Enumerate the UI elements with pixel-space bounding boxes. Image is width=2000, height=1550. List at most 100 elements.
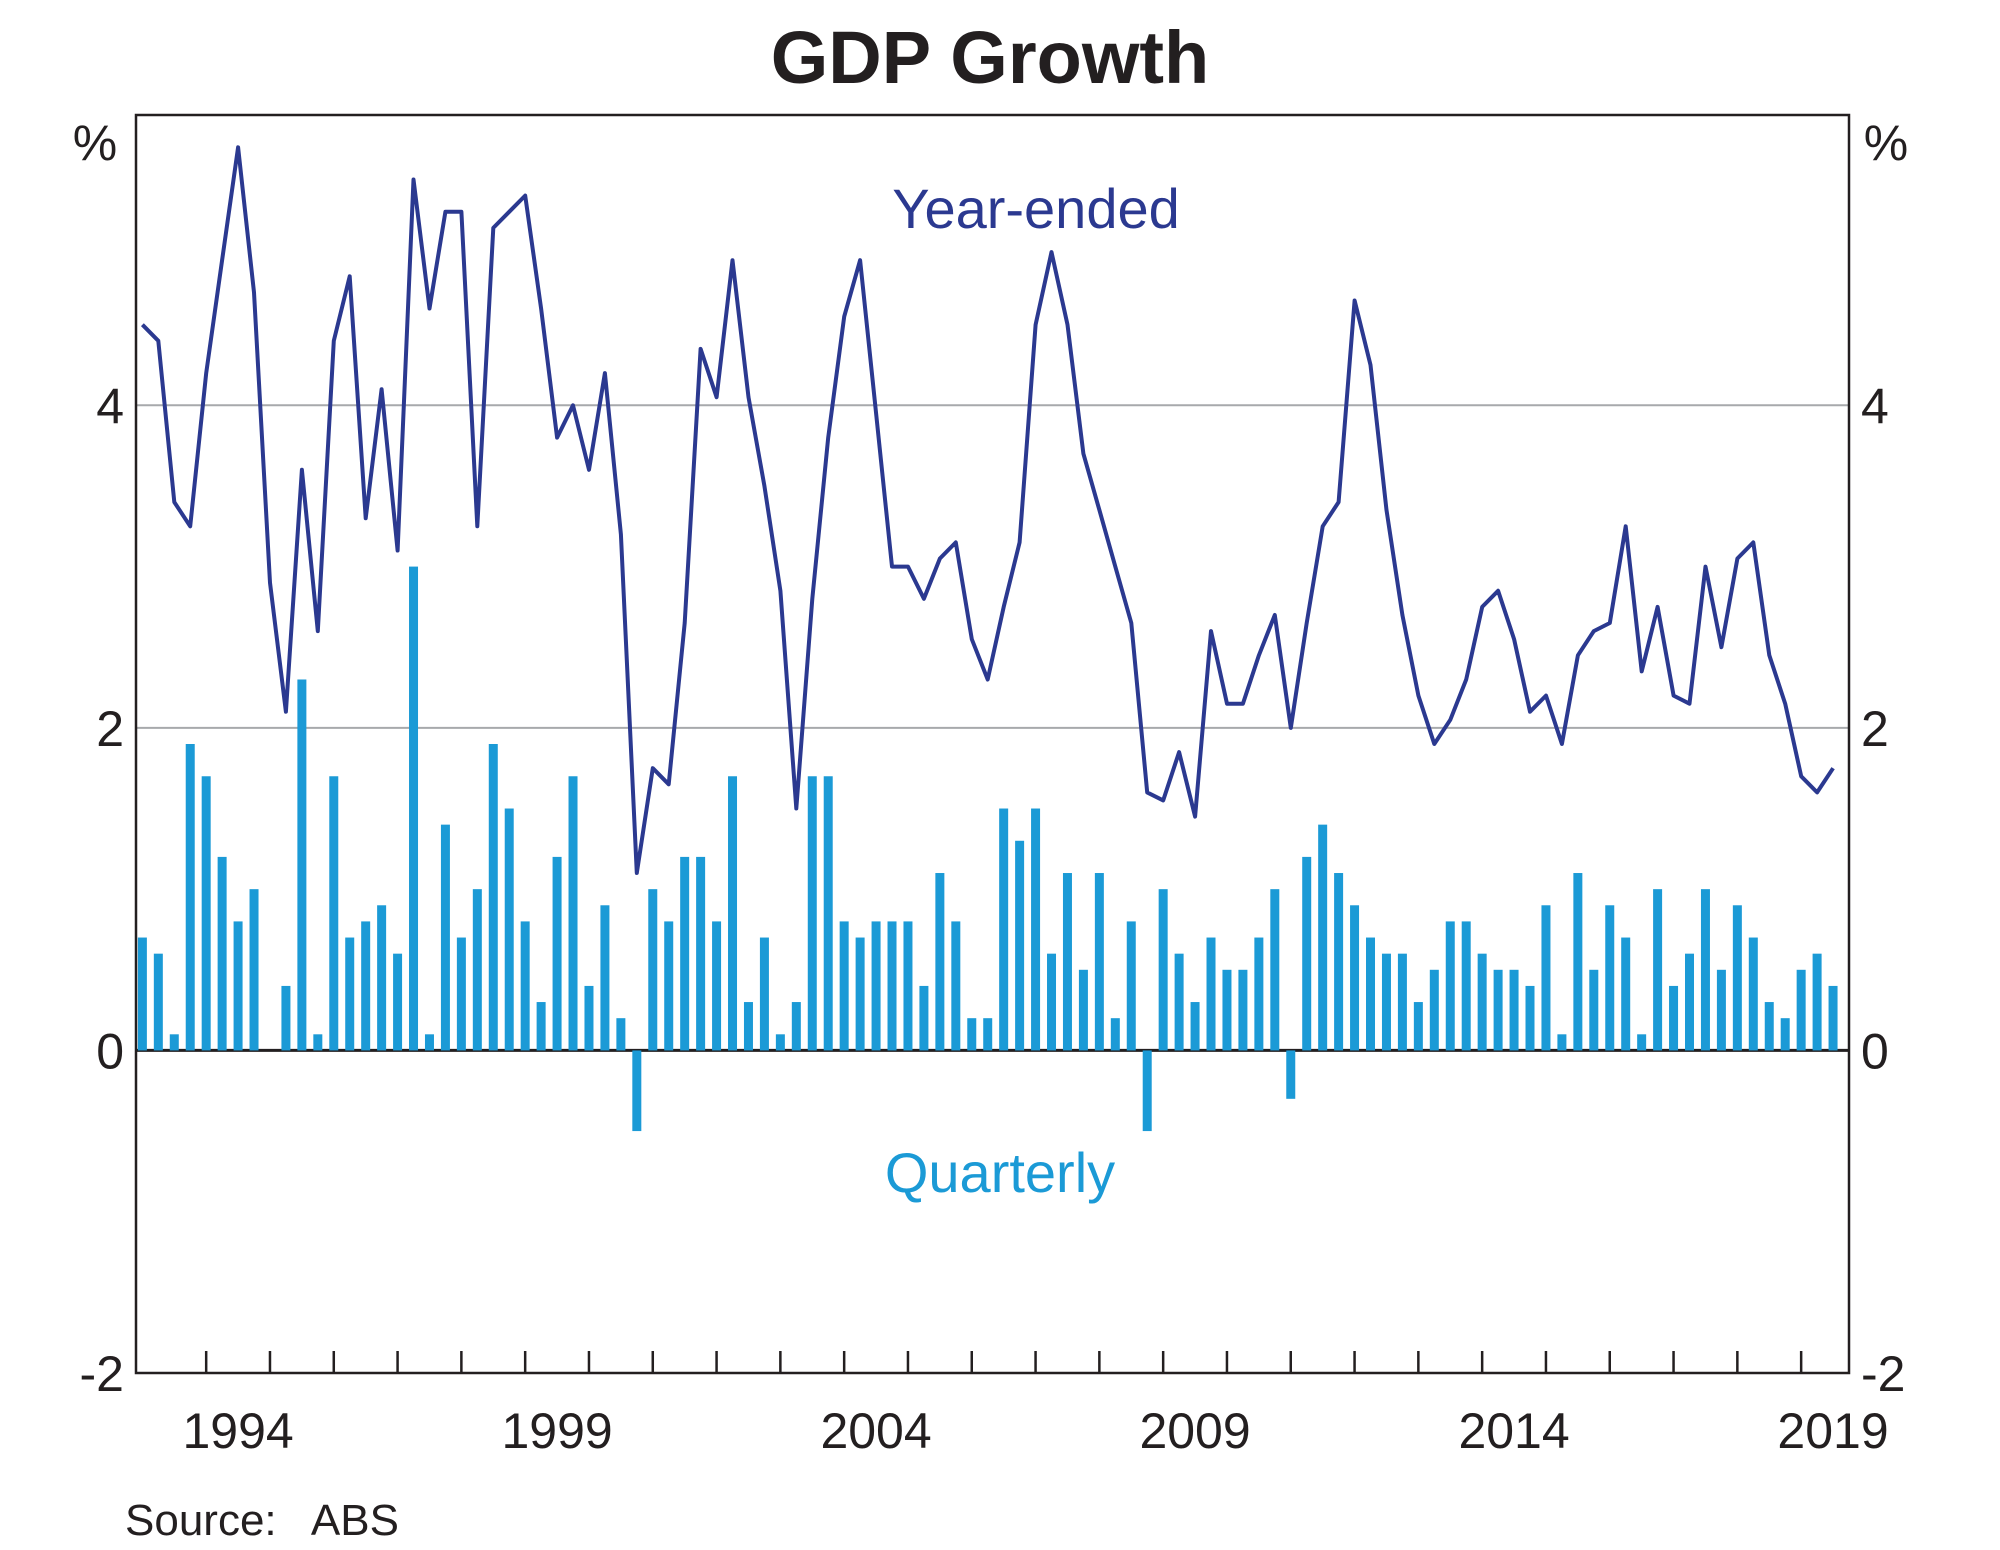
quarterly-bar [584, 985, 594, 1051]
y-tick-label-right: 0 [1861, 1023, 1889, 1079]
quarterly-bar [887, 921, 897, 1051]
x-tick-label: 1994 [182, 1403, 293, 1459]
quarterly-bar [632, 1050, 642, 1132]
quarterly-bar [1334, 873, 1344, 1051]
quarterly-bar [1047, 953, 1057, 1051]
quarterly-bar [935, 873, 945, 1051]
quarterly-bar [1126, 921, 1136, 1051]
left-unit-label: % [73, 115, 117, 171]
plot-frame [134, 113, 1851, 1375]
quarterly-bar [616, 1018, 626, 1051]
x-tick-label: 2009 [1139, 1403, 1250, 1459]
quarterly-bar [313, 1034, 323, 1051]
quarterly-bar [1748, 937, 1758, 1051]
quarterly-bar [1637, 1034, 1647, 1051]
quarterly-bar [1302, 856, 1312, 1051]
quarterly-bar [409, 566, 419, 1051]
quarterly-bar [712, 921, 722, 1051]
quarterly-bar [648, 889, 658, 1051]
quarterly-bar [1094, 873, 1104, 1051]
quarterly-bar [696, 856, 706, 1051]
y-tick-label-left: 0 [96, 1023, 124, 1079]
quarterly-bar [217, 856, 227, 1051]
quarterly-bar [1828, 985, 1838, 1051]
quarterly-bar [1700, 889, 1710, 1051]
x-tick-label: 2014 [1458, 1403, 1569, 1459]
chart-title: GDP Growth [771, 16, 1210, 99]
x-tick-label: 1999 [501, 1403, 612, 1459]
quarterly-bar [951, 921, 961, 1051]
quarterly-bar [424, 1034, 434, 1051]
quarterly-bar [393, 953, 403, 1051]
quarterly-bar [1110, 1018, 1120, 1051]
quarterly-bar [1062, 873, 1072, 1051]
y-tick-label-left: -2 [80, 1346, 124, 1402]
quarterly-bar [855, 937, 865, 1051]
quarterly-bar [967, 1018, 977, 1051]
y-tick-label-right: 4 [1861, 378, 1889, 434]
quarterly-bar [1206, 937, 1216, 1051]
quarterly-bar [233, 921, 243, 1051]
quarterly-bar [361, 921, 371, 1051]
quarterly-bar [345, 937, 355, 1051]
quarterly-bar [1780, 1018, 1790, 1051]
quarterly-bar [823, 776, 833, 1051]
quarterly-bar [504, 808, 514, 1051]
quarterly-bar [1158, 889, 1168, 1051]
quarterly-bar [1238, 969, 1248, 1051]
y-tick-label-right: -2 [1861, 1346, 1905, 1402]
y-tick-label-left: 4 [96, 378, 124, 434]
quarterly-bar [520, 921, 530, 1051]
quarterly-bar [839, 921, 849, 1051]
quarterly-bar [791, 1002, 801, 1051]
y-tick-label-right: 2 [1861, 701, 1889, 757]
quarterly-bar [983, 1018, 993, 1051]
quarterly-bar [1525, 985, 1535, 1051]
quarterly-bar [1557, 1034, 1567, 1051]
quarterly-bar [1190, 1002, 1200, 1051]
quarterly-bar [1429, 969, 1439, 1051]
quarterly-bar [1541, 905, 1551, 1051]
quarterly-bar [185, 744, 195, 1051]
quarterly-bar [568, 776, 578, 1051]
quarterly-bar [1366, 937, 1376, 1051]
quarterly-bar [1796, 969, 1806, 1051]
quarterly-bar [153, 953, 163, 1051]
quarterly-bar [600, 905, 610, 1051]
axes: -2 -2 0 0 2 2 4 4 1994 1999 2004 2009 2014 2019 [80, 378, 1906, 1459]
x-tick-label: 2019 [1777, 1403, 1888, 1459]
quarterly-bar [1573, 873, 1583, 1051]
quarterly-bar [1445, 921, 1455, 1051]
quarterly-bar [201, 776, 211, 1051]
quarterly-bar [871, 921, 881, 1051]
quarterly-bar [281, 985, 291, 1051]
quarterly-bar [1142, 1050, 1152, 1132]
quarterly-bar [1764, 1002, 1774, 1051]
quarterly-bar [775, 1034, 785, 1051]
quarterly-bar [919, 985, 929, 1051]
quarterly-bar [249, 889, 259, 1051]
quarterly-bar [1270, 889, 1280, 1051]
quarterly-bar [680, 856, 690, 1051]
quarterly-bar [1509, 969, 1519, 1051]
x-tick-label: 2004 [820, 1403, 931, 1459]
quarterly-bar [1589, 969, 1599, 1051]
quarterly-series-label: Quarterly [885, 1141, 1115, 1204]
quarterly-bar [536, 1002, 546, 1051]
quarterly-bar [552, 856, 562, 1051]
quarterly-bar [1812, 953, 1822, 1051]
quarterly-bar [1413, 1002, 1423, 1051]
quarterly-bar [297, 679, 307, 1051]
year-ended-line [140, 145, 1835, 875]
quarterly-bar [329, 776, 339, 1051]
quarterly-bar [807, 776, 817, 1051]
quarterly-bar [1685, 953, 1695, 1051]
y-tick-label-left: 2 [96, 701, 124, 757]
year-ended-line-group [140, 145, 1835, 875]
quarterly-bar [456, 937, 466, 1051]
quarterly-bar [1318, 824, 1328, 1051]
quarterly-bar [1015, 840, 1025, 1051]
quarterly-bar [743, 1002, 753, 1051]
year-ended-series-label: Year-ended [892, 177, 1180, 240]
